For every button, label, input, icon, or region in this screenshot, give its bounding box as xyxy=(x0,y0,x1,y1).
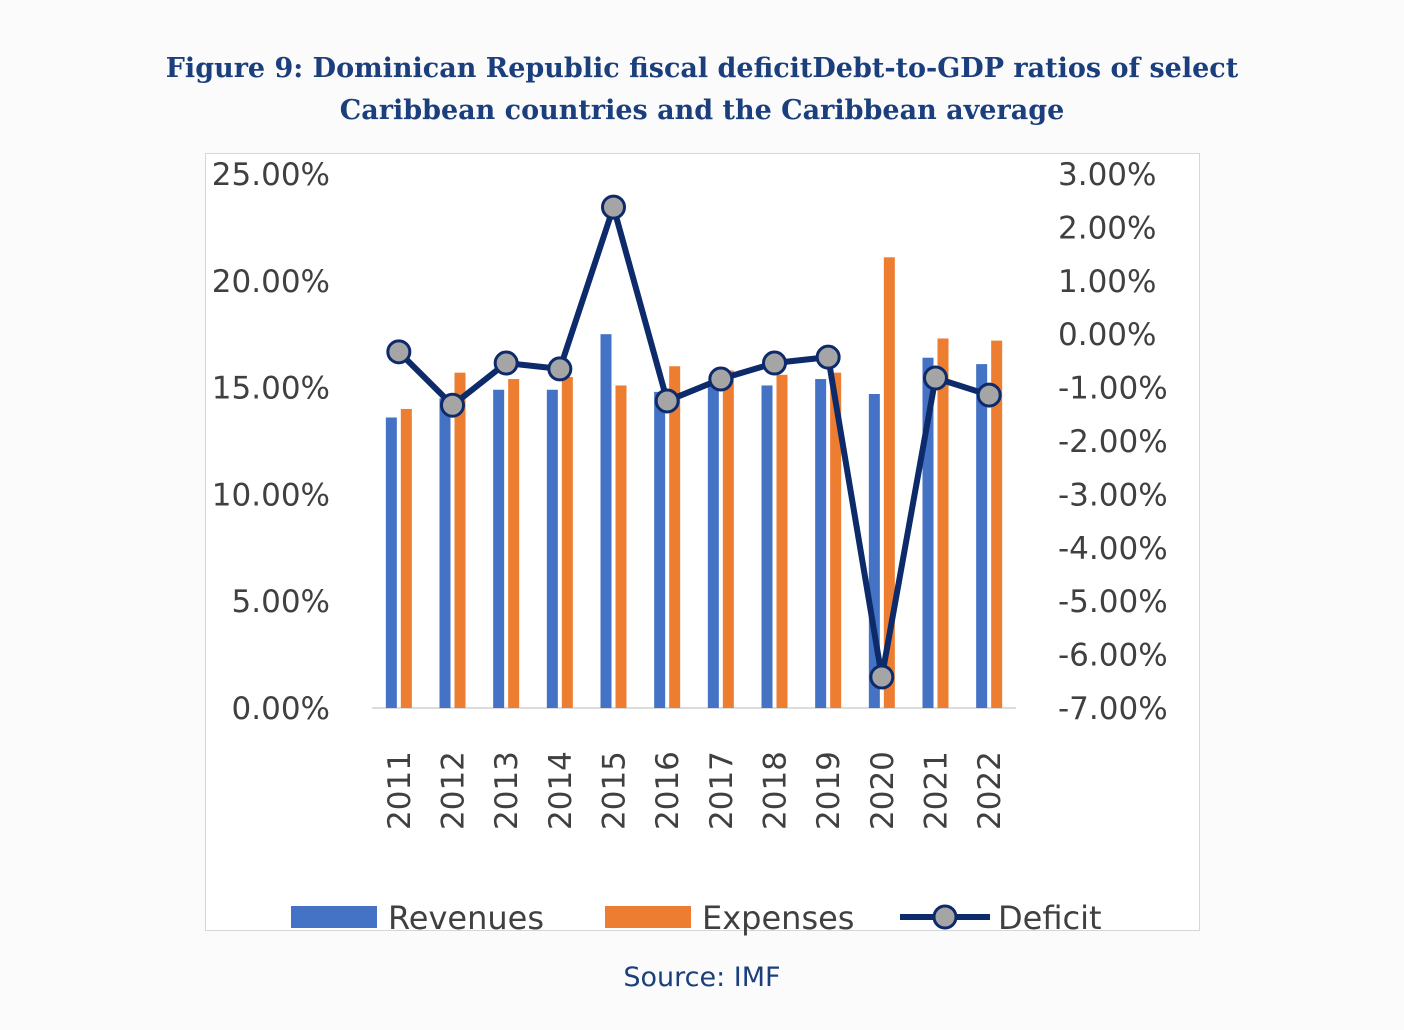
legend-swatch-revenues xyxy=(291,906,377,928)
right-axis-tick: -2.00% xyxy=(1058,424,1168,460)
marker-deficit-2021 xyxy=(923,365,948,391)
right-axis-tick: 2.00% xyxy=(1058,210,1156,246)
bar-expenses-2022 xyxy=(991,340,1003,708)
right-axis-tick: -5.00% xyxy=(1058,584,1168,620)
bar-revenues-2012 xyxy=(439,398,451,708)
bar-revenues-2011 xyxy=(385,417,397,708)
marker-deficit-2016 xyxy=(654,388,680,414)
left-axis-tick: 10.00% xyxy=(212,477,330,513)
bar-expenses-2015 xyxy=(615,385,627,708)
legend-label-expenses: Expenses xyxy=(702,899,854,937)
right-axis-tick: -3.00% xyxy=(1058,477,1168,513)
x-axis-tick: 2020 xyxy=(865,751,901,830)
x-axis-tick: 2011 xyxy=(382,751,418,830)
x-axis-tick: 2019 xyxy=(811,751,847,830)
marker-deficit-2018 xyxy=(762,350,787,376)
bar-expenses-2020 xyxy=(883,257,895,708)
marker-deficit-2011 xyxy=(386,339,412,365)
marker-deficit-2019 xyxy=(815,344,841,370)
x-axis-tick: 2014 xyxy=(543,751,579,830)
x-axis-tick: 2012 xyxy=(436,751,472,830)
bar-expenses-2021 xyxy=(937,338,949,708)
bar-revenues-2016 xyxy=(654,391,666,708)
right-axis-tick: -1.00% xyxy=(1058,371,1168,407)
chart-title: Figure 9: Dominican Republic fiscal defi… xyxy=(0,48,1404,132)
marker-deficit-2017 xyxy=(708,366,734,392)
x-axis-tick: 2018 xyxy=(758,751,794,830)
right-axis-tick: -6.00% xyxy=(1058,638,1168,674)
marker-deficit-2015 xyxy=(601,194,626,220)
bar-expenses-2014 xyxy=(561,376,573,708)
right-axis-tick: -7.00% xyxy=(1058,691,1168,727)
bar-revenues-2015 xyxy=(600,334,612,708)
marker-deficit-2012 xyxy=(440,392,465,418)
bar-expenses-2017 xyxy=(722,370,734,708)
x-axis-tick: 2015 xyxy=(597,751,633,830)
legend-swatch-expenses xyxy=(605,906,691,928)
x-axis-tick: 2017 xyxy=(704,751,740,830)
right-axis-tick: -4.00% xyxy=(1058,531,1168,567)
left-axis-tick: 5.00% xyxy=(232,584,330,620)
legend-swatch-deficit-marker xyxy=(932,904,958,930)
left-axis-tick: 25.00% xyxy=(212,157,330,193)
chart-title-line-2: Caribbean countries and the Caribbean av… xyxy=(339,95,1065,126)
legend-label-deficit: Deficit xyxy=(998,899,1102,937)
bar-expenses-2012 xyxy=(454,372,466,708)
x-axis-tick: 2016 xyxy=(650,751,686,830)
bar-revenues-2018 xyxy=(761,385,773,708)
right-axis-tick: 1.00% xyxy=(1058,264,1156,300)
marker-deficit-2020 xyxy=(869,664,895,690)
source-note: Source: IMF xyxy=(623,962,781,993)
bar-expenses-2018 xyxy=(776,374,788,708)
left-axis-tick: 0.00% xyxy=(232,691,330,727)
line-deficit xyxy=(396,204,991,681)
x-axis-tick: 2013 xyxy=(489,751,525,830)
bar-expenses-2011 xyxy=(400,408,412,708)
chart-frame xyxy=(205,153,1200,931)
x-axis-tick: 2022 xyxy=(972,751,1008,830)
bar-revenues-2017 xyxy=(707,385,719,708)
bar-expenses-2013 xyxy=(508,379,520,708)
bar-expenses-2016 xyxy=(669,366,681,708)
marker-deficit-2014 xyxy=(547,356,573,382)
bar-revenues-2021 xyxy=(922,357,934,708)
marker-deficit-2022 xyxy=(976,382,1002,408)
marker-deficit-2013 xyxy=(493,350,519,376)
left-axis-tick: 15.00% xyxy=(212,371,330,407)
bar-revenues-2022 xyxy=(976,364,988,708)
chart-title-line-1: Figure 9: Dominican Republic fiscal defi… xyxy=(165,53,1239,84)
legend-label-revenues: Revenues xyxy=(388,899,544,937)
left-axis-tick: 20.00% xyxy=(212,264,330,300)
bar-revenues-2014 xyxy=(546,389,558,708)
bar-revenues-2019 xyxy=(815,379,827,708)
bar-revenues-2020 xyxy=(868,394,880,708)
right-axis-tick: 3.00% xyxy=(1058,157,1156,193)
x-axis-tick: 2021 xyxy=(919,751,955,830)
bar-expenses-2019 xyxy=(830,372,842,708)
bar-revenues-2013 xyxy=(493,389,505,708)
right-axis-tick: 0.00% xyxy=(1058,317,1156,353)
